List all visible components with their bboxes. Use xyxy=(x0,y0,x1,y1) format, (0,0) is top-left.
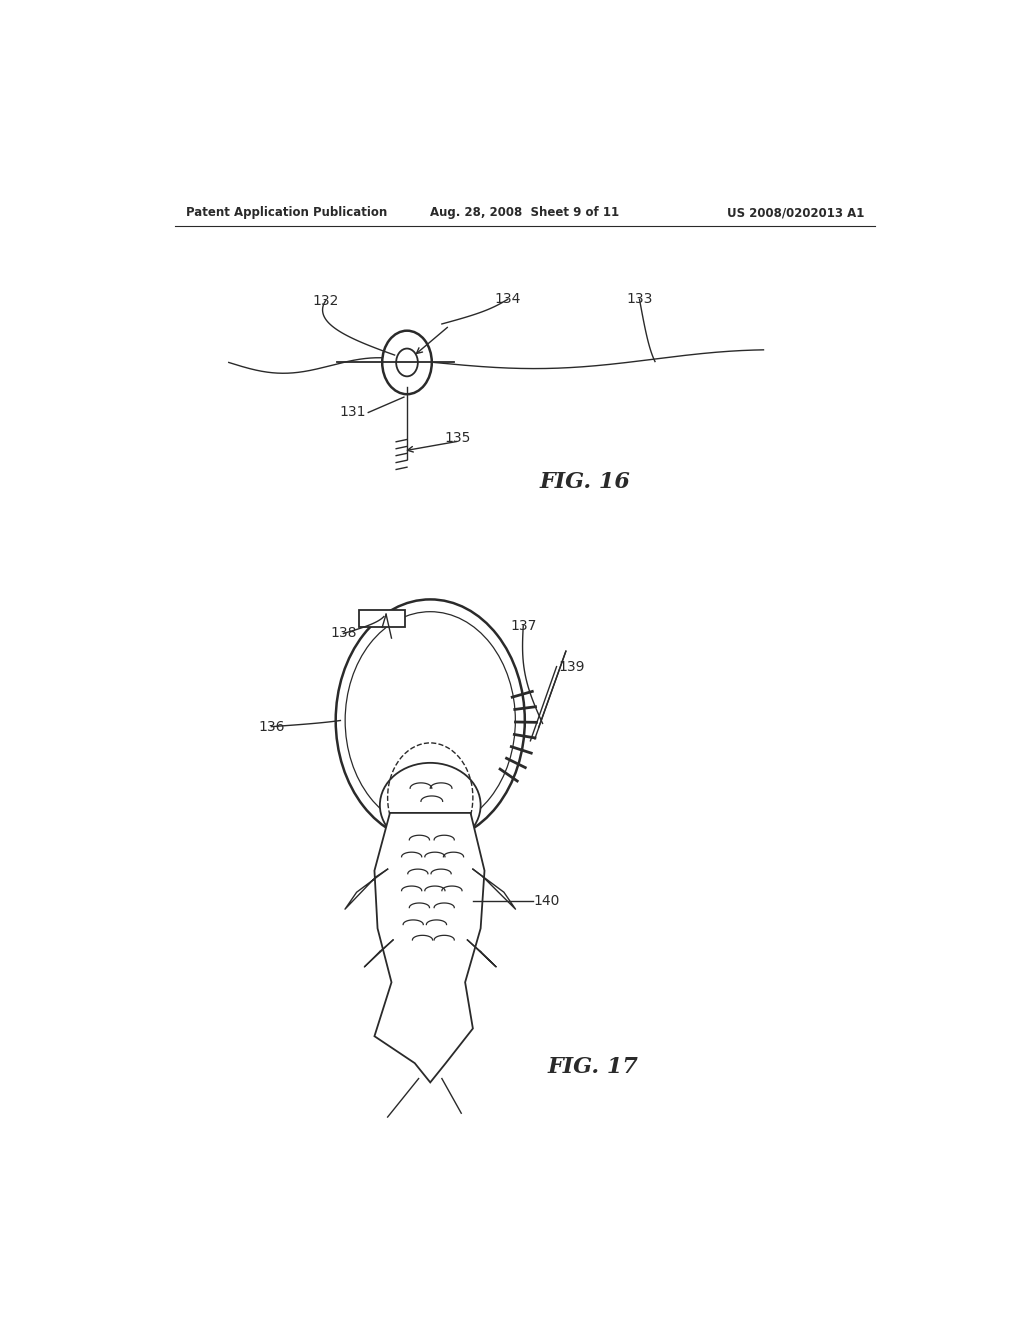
Text: 139: 139 xyxy=(558,660,585,673)
Text: 135: 135 xyxy=(444,430,471,445)
Text: 137: 137 xyxy=(510,619,537,632)
Polygon shape xyxy=(375,813,484,1082)
Text: 140: 140 xyxy=(534,895,560,908)
Text: 132: 132 xyxy=(312,294,339,308)
Text: Aug. 28, 2008  Sheet 9 of 11: Aug. 28, 2008 Sheet 9 of 11 xyxy=(430,206,620,219)
Text: FIG. 16: FIG. 16 xyxy=(540,471,631,492)
Text: 134: 134 xyxy=(495,292,521,306)
Text: 138: 138 xyxy=(330,627,356,640)
Text: US 2008/0202013 A1: US 2008/0202013 A1 xyxy=(727,206,864,219)
FancyBboxPatch shape xyxy=(359,610,406,627)
Circle shape xyxy=(346,612,515,829)
Text: 133: 133 xyxy=(627,292,652,306)
Ellipse shape xyxy=(380,763,480,847)
Text: Patent Application Publication: Patent Application Publication xyxy=(186,206,387,219)
Text: 131: 131 xyxy=(340,405,366,420)
Text: 136: 136 xyxy=(258,719,285,734)
Text: FIG. 17: FIG. 17 xyxy=(548,1056,638,1078)
